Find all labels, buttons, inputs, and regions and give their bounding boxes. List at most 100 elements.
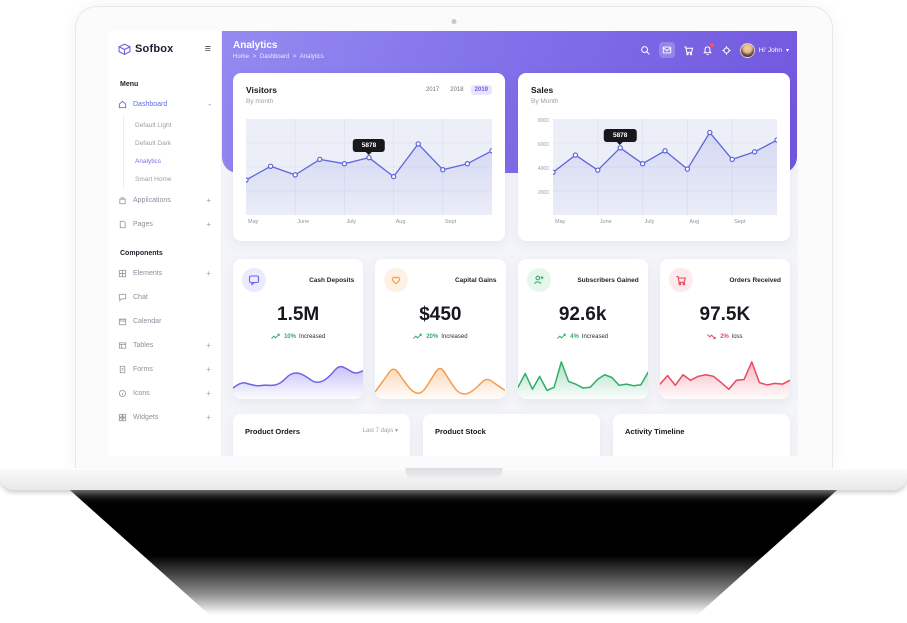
info-circle-icon [118,389,127,397]
stat-trend: 4% Increased [518,333,648,340]
stat-trend: 20% Increased [375,333,505,340]
sidebar-item-pages[interactable]: Pages + [118,212,211,236]
stat-title: Capital Gains [454,276,497,284]
user-plus-icon [526,268,551,292]
app-logo-text[interactable]: Sofbox [135,43,174,55]
expand-icon[interactable]: + [206,219,211,229]
table-icon [118,341,127,349]
sidebar-toggle-icon[interactable]: ≡ [204,42,211,55]
locate-icon[interactable] [721,45,732,56]
expand-icon[interactable]: + [206,388,211,398]
expand-icon[interactable]: + [206,268,211,278]
stat-title: Orders Received [729,276,781,284]
card-title: Activity Timeline [625,427,685,436]
stat-card-orders-received: Orders Received 97.5K 2% loss [659,259,790,399]
card-title: Product Stock [435,427,486,436]
x-axis-labels: May June July Aug Sept [555,219,746,225]
collapse-icon[interactable]: - [208,99,211,109]
message-icon [242,268,266,292]
stat-value: 1.5M [277,304,320,325]
expand-icon[interactable]: + [206,195,211,205]
sidebar: Sofbox ≡ Menu Dashboard - Default Light … [108,31,222,456]
visitors-line-chart: 5878 [246,119,492,215]
notifications-bell-icon[interactable] [702,42,714,56]
home-icon [118,100,127,108]
card-title: Sales [531,85,554,95]
visitors-chart-card: Visitors By month 2017 2018 2019 [233,73,505,241]
form-icon [119,365,126,373]
orders-sparkline [659,353,790,399]
capital-gains-sparkline [375,353,506,399]
avatar [739,42,755,58]
trend-up-icon [413,333,422,339]
expand-icon[interactable]: + [206,412,211,422]
breadcrumb-separator: > [252,54,257,60]
stat-card-capital-gains: Capital Gains $450 20% Increased [375,259,506,399]
year-tab-2018[interactable]: 2018 [450,87,464,93]
mail-icon[interactable] [658,42,675,58]
sidebar-item-tables[interactable]: Tables + [118,333,211,357]
calendar-icon [118,317,127,325]
sidebar-item-default-light[interactable]: Default Light [135,121,172,129]
dashboard-app: Sofbox ≡ Menu Dashboard - Default Light … [108,31,798,456]
sidebar-item-dashboard[interactable]: Dashboard - [118,92,211,116]
sales-chart-card: Sales By Month 8000 6000 4000 2000 [518,73,790,241]
stat-value: $450 [419,304,462,325]
product-stock-card: Product Stock [423,414,600,456]
chart-tooltip: 5878 [352,138,386,152]
laptop-shadow [62,490,845,616]
menu-section-label: Menu [120,81,139,88]
subscribers-sparkline [517,353,648,399]
sidebar-item-applications[interactable]: Applications + [118,188,211,212]
card-subtitle: By month [246,98,274,105]
user-menu[interactable]: Hi' John ▾ [739,42,789,58]
sidebar-item-calendar[interactable]: Calendar [118,309,211,333]
sales-line-chart: 5878 [553,119,777,215]
sidebar-item-analytics[interactable]: Analytics [135,157,162,165]
cart-icon [668,268,693,292]
briefcase-icon [119,196,126,204]
sidebar-item-smart-home[interactable]: Smart Home [135,175,172,183]
card-subtitle: By Month [531,98,559,105]
webcam-dot [451,19,457,24]
dashboard-submenu: Default Light Default Dark Analytics Sma… [123,116,211,188]
trend-down-icon [707,334,716,340]
sidebar-item-default-dark[interactable]: Default Dark [135,139,172,147]
expand-icon[interactable]: + [206,364,211,374]
notification-badge [709,42,714,47]
breadcrumb-separator: > [292,54,297,60]
sidebar-item-forms[interactable]: Forms + [118,357,211,381]
sidebar-item-elements[interactable]: Elements + [118,261,211,285]
sidebar-item-widgets[interactable]: Widgets + [118,405,211,429]
breadcrumb-analytics: Analytics [299,54,324,60]
cards-grid: Visitors By month 2017 2018 2019 [233,73,790,456]
trend-up-icon [271,333,280,339]
x-axis-labels: May June July Aug Sept [248,219,457,225]
user-greeting: Hi' John [758,46,782,54]
heart-icon [384,268,409,292]
stat-value: 92.6k [558,304,607,325]
search-icon[interactable] [640,45,651,56]
stat-card-cash-deposits: Cash Deposits 1.5M 10% Increased [233,259,364,399]
breadcrumb-dashboard[interactable]: Dashboard [259,54,290,60]
page-icon [119,220,126,228]
date-range-dropdown[interactable]: Last 7 days ▾ [362,428,398,434]
sidebar-item-icons[interactable]: Icons + [118,381,211,405]
stat-title: Cash Deposits [309,276,355,284]
stat-trend: 10% Increased [233,333,363,340]
top-bar: Analytics Home > Dashboard > Analytics [233,40,789,60]
year-tab-2017[interactable]: 2017 [425,87,440,93]
breadcrumb-home[interactable]: Home [233,54,250,60]
main-area: Analytics Home > Dashboard > Analytics [222,31,798,456]
sidebar-item-chat[interactable]: Chat [118,285,211,309]
cart-icon[interactable] [683,45,694,56]
stat-card-subscribers: Subscribers Gained 92.6k 4% Increased [517,259,648,399]
year-tab-2019[interactable]: 2019 [470,85,492,95]
y-axis-labels: 8000 6000 4000 2000 [537,118,549,196]
page-title: Analytics [233,40,278,51]
card-title: Product Orders [245,427,301,436]
expand-icon[interactable]: + [206,340,211,350]
chevron-down-icon: ▾ [785,47,789,54]
card-title: Visitors [246,85,278,95]
